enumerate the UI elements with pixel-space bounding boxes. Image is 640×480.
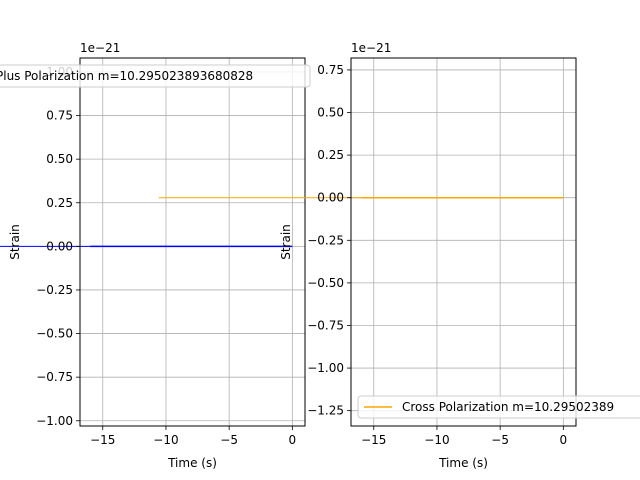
x-tick-label: −10 (424, 433, 449, 447)
y-tick-label: −0.25 (307, 233, 344, 247)
y-tick-label: −0.75 (307, 318, 344, 332)
x-tick-label: −5 (491, 433, 509, 447)
y-tick-label: −1.25 (307, 404, 344, 418)
legend[interactable]: Plus Polarization m=10.295023893680828 (0, 64, 311, 88)
legend-box (357, 395, 640, 419)
y-offset-label: 1e−21 (80, 41, 120, 55)
y-tick-label: 0.25 (46, 196, 73, 210)
legend-label: Plus Polarization m=10.295023893680828 (0, 69, 253, 83)
x-tick-label: 0 (289, 433, 297, 447)
y-axis-label: Strain (8, 224, 22, 260)
x-tick-label: −5 (220, 433, 238, 447)
cross-polarization-panel: −15 −10 −5 0 −1.25 −1.00 −0.75 −0.50 −0.25 0.00 0… (158, 41, 640, 470)
y-tick-label: 0.75 (317, 63, 344, 77)
x-tick-label: −15 (361, 433, 386, 447)
x-axis-label: Time (s) (167, 456, 217, 470)
x-tick-label: −15 (90, 433, 115, 447)
y-tick-label: −1.00 (307, 361, 344, 375)
axes-frame (350, 57, 577, 427)
legend-box (0, 64, 311, 88)
plus-polarization-panel: −15 −10 −5 0 −1.00 −0.75 −0.50 −0.25 0.00 0.25 0.… (0, 41, 311, 470)
y-tick-label: −0.50 (36, 327, 73, 341)
y-tick-label: −0.25 (36, 283, 73, 297)
y-tick-label: 0.25 (317, 148, 344, 162)
y-tick-label: 0.00 (317, 191, 344, 205)
legend[interactable]: Cross Polarization m=10.29502389 (357, 395, 640, 419)
y-offset-label: 1e−21 (351, 41, 391, 55)
y-ticks: −1.25 −1.00 −0.75 −0.50 −0.25 0.00 0.25 0.50 0.7… (307, 63, 351, 418)
y-axis-label: Strain (279, 224, 293, 260)
legend-label: Cross Polarization m=10.29502389 (402, 400, 614, 414)
x-ticks: −15 −10 −5 0 (90, 426, 296, 447)
x-tick-label: 0 (560, 433, 568, 447)
y-tick-label: −1.00 (36, 414, 73, 428)
y-tick-label: 0.50 (317, 106, 344, 120)
y-tick-label: −0.50 (307, 276, 344, 290)
y-tick-label: 0.75 (46, 109, 73, 123)
y-tick-label: −0.75 (36, 370, 73, 384)
x-ticks: −15 −10 −5 0 (361, 426, 567, 447)
x-tick-label: −10 (153, 433, 178, 447)
x-axis-label: Time (s) (438, 456, 488, 470)
y-tick-label: 0.50 (46, 152, 73, 166)
axes-frame (79, 57, 306, 427)
y-tick-label: 0.00 (46, 239, 73, 253)
